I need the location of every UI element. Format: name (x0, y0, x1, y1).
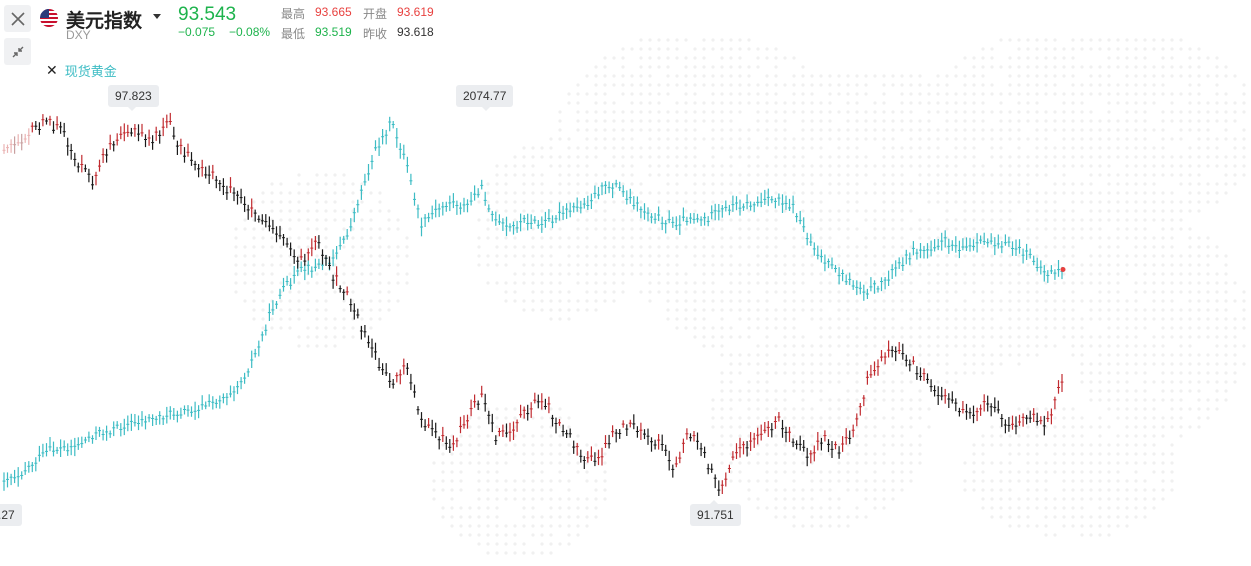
dxy-low-annotation: 91.751 (690, 504, 741, 526)
dxy-series (2, 112, 1064, 496)
gold-high-pointer (482, 107, 490, 111)
compare-legend: ✕ 现货黄金 (46, 62, 117, 79)
collapse-arrows-icon (12, 46, 23, 57)
remove-compare-button[interactable]: ✕ (46, 62, 58, 78)
instrument-name[interactable]: 美元指数 (66, 11, 143, 32)
last-price: 93.543 (178, 4, 237, 25)
close-icon (10, 11, 25, 26)
instrument-code: DXY (66, 28, 91, 42)
low-label: 最低 (281, 27, 306, 41)
dropdown-caret-icon[interactable] (153, 14, 161, 19)
compare-series-label[interactable]: 现货黄金 (64, 63, 117, 79)
prev-close-label: 昨收 (363, 27, 388, 41)
high-label: 最高 (281, 7, 306, 21)
open-label: 开盘 (363, 7, 388, 21)
gold-low-annotation: .27 (0, 504, 22, 526)
dxy-high-pointer (128, 107, 136, 111)
us-flag-icon (40, 9, 58, 27)
collapse-button[interactable] (4, 38, 31, 65)
gold-high-annotation: 2074.77 (456, 85, 514, 107)
high-value: 93.665 (315, 5, 352, 19)
dxy-high-annotation: 97.823 (108, 85, 159, 107)
low-value: 93.519 (315, 25, 352, 39)
price-change-percent: −0.08% (229, 25, 271, 39)
gold-series (2, 116, 1064, 491)
live-price-marker (1060, 267, 1066, 272)
prev-close-value: 93.618 (397, 25, 434, 39)
price-change: −0.075 (178, 25, 216, 39)
dxy-low-pointer (710, 500, 718, 504)
close-button[interactable] (4, 5, 31, 32)
open-value: 93.619 (397, 5, 434, 19)
